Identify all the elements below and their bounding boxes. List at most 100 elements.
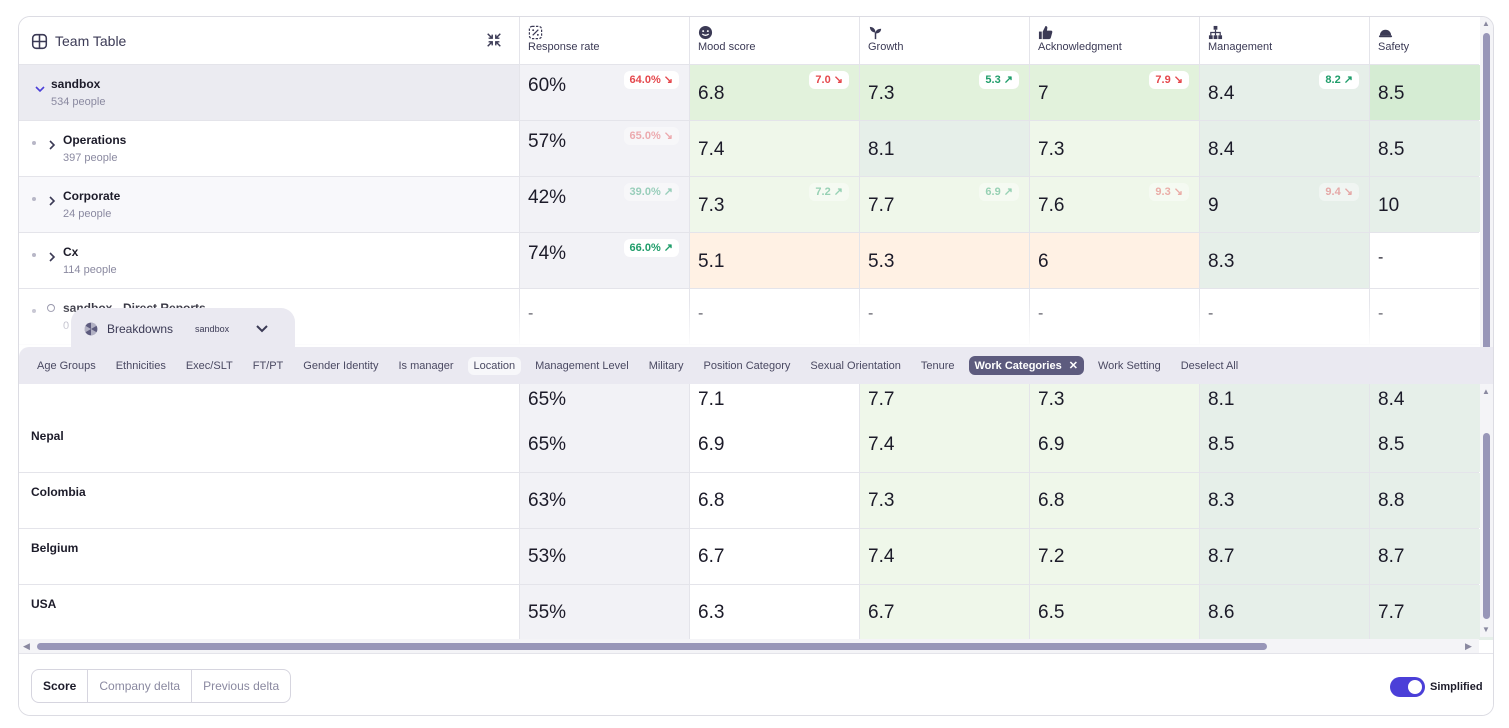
score-cell[interactable]: 7.3 — [1029, 121, 1199, 176]
score-cell[interactable]: 8.4 8.2 ↗ — [1199, 65, 1369, 120]
column-header-response-rate[interactable]: Response rate — [519, 17, 689, 65]
scroll-left-arrow-icon[interactable]: ◀ — [23, 641, 30, 651]
breakdown-chip-location[interactable]: Location — [467, 356, 522, 375]
score-cell[interactable]: 7.4 — [859, 529, 1029, 584]
score-cell[interactable]: 6.7 — [859, 585, 1029, 640]
score-cell[interactable]: 7 7.9 ↘ — [1029, 65, 1199, 120]
scroll-down-arrow-icon[interactable]: ▼ — [1482, 625, 1490, 634]
score-cell[interactable]: 8.1 — [859, 121, 1029, 176]
breakdown-chip-ethnicities[interactable]: Ethnicities — [110, 357, 172, 375]
column-header-acknowledgment[interactable]: Acknowledgment — [1029, 17, 1199, 65]
score-cell[interactable]: 8.5 — [1369, 121, 1493, 176]
chevron-right-icon[interactable] — [47, 249, 57, 262]
score-cell[interactable]: 57% 65.0% ↘ — [519, 121, 689, 176]
table-row[interactable]: Cx 114 people 74% 66.0% ↗ 5.1 5.3 6 8.3 - — [19, 233, 1493, 289]
score-cell[interactable]: 7.2 — [1029, 529, 1199, 584]
score-cell[interactable]: 65% — [519, 417, 689, 472]
breakdown-chip-military[interactable]: Military — [643, 357, 690, 375]
column-header-growth[interactable]: Growth — [859, 17, 1029, 65]
breakdown-chip-deselect-all[interactable]: Deselect All — [1175, 357, 1244, 375]
score-cell[interactable]: 6.8 7.0 ↘ — [689, 65, 859, 120]
score-cell[interactable]: 7.3 7.2 ↗ — [689, 177, 859, 232]
score-cell[interactable]: - — [689, 289, 859, 344]
column-header-mood-score[interactable]: Mood score — [689, 17, 859, 65]
score-cell[interactable]: 7.7 6.9 ↗ — [859, 177, 1029, 232]
score-cell[interactable]: 55% — [519, 585, 689, 640]
breakdown-chip-ft-pt[interactable]: FT/PT — [247, 357, 290, 375]
score-cell[interactable]: 8.4 — [1199, 121, 1369, 176]
view-mode-company-delta[interactable]: Company delta — [88, 670, 193, 702]
scroll-right-arrow-icon[interactable]: ▶ — [1465, 641, 1472, 651]
score-cell[interactable]: 8.3 — [1199, 233, 1369, 288]
score-cell[interactable]: 6.8 — [689, 473, 859, 528]
column-header-management[interactable]: Management — [1199, 17, 1369, 65]
score-cell[interactable]: 8.6 — [1199, 585, 1369, 640]
breakdown-chip-management-level[interactable]: Management Level — [529, 357, 635, 375]
breakdown-chip-tenure[interactable]: Tenure — [915, 357, 961, 375]
breakdowns-toggle[interactable]: Breakdowns sandbox — [71, 308, 295, 350]
table-row[interactable]: sandbox 534 people 60% 64.0% ↘ 6.8 7.0 ↘ 7.3 5.… — [19, 65, 1493, 121]
breakdown-chip-gender-identity[interactable]: Gender Identity — [297, 357, 384, 375]
score-cell[interactable]: 42% 39.0% ↗ — [519, 177, 689, 232]
score-cell[interactable]: 60% 64.0% ↘ — [519, 65, 689, 120]
score-cell[interactable]: 6.9 — [689, 417, 859, 472]
breakdown-chip-age-groups[interactable]: Age Groups — [31, 357, 102, 375]
score-cell[interactable]: 6.9 — [1029, 417, 1199, 472]
close-icon[interactable]: ✕ — [1068, 360, 1078, 372]
score-cell[interactable]: 8.3 — [1199, 473, 1369, 528]
chevron-down-icon[interactable] — [255, 322, 269, 336]
score-cell[interactable]: 8.5 — [1199, 417, 1369, 472]
score-cell[interactable]: 7.6 9.3 ↘ — [1029, 177, 1199, 232]
score-cell[interactable]: - — [1199, 289, 1369, 344]
score-cell[interactable]: 6.5 — [1029, 585, 1199, 640]
breakdown-chip-position-category[interactable]: Position Category — [698, 357, 797, 375]
score-cell[interactable]: 7.4 — [859, 417, 1029, 472]
score-cell[interactable]: - — [859, 289, 1029, 344]
score-cell[interactable]: 6 — [1029, 233, 1199, 288]
score-cell[interactable]: 8.7 — [1199, 529, 1369, 584]
score-cell[interactable]: 74% 66.0% ↗ — [519, 233, 689, 288]
vertical-scroll-thumb[interactable] — [1483, 33, 1490, 353]
chevron-right-icon[interactable] — [47, 137, 57, 150]
simplified-toggle[interactable] — [1390, 677, 1425, 697]
horizontal-scroll-thumb[interactable] — [37, 643, 1267, 650]
score-cell[interactable]: 8.5 — [1369, 65, 1493, 120]
breakdown-row[interactable]: Nepal 65% 6.9 7.4 6.9 8.5 8.5 — [19, 417, 1493, 473]
breakdown-row[interactable]: USA 55% 6.3 6.7 6.5 8.6 7.7 — [19, 585, 1493, 641]
score-cell[interactable]: 10 — [1369, 177, 1493, 232]
vertical-scrollbar[interactable]: ▲ ▲ ▼ — [1480, 17, 1493, 637]
score-cell[interactable]: 63% — [519, 473, 689, 528]
breakdown-chip-is-manager[interactable]: Is manager — [393, 357, 460, 375]
score-cell[interactable]: 7.3 — [859, 473, 1029, 528]
score-cell[interactable]: 53% — [519, 529, 689, 584]
view-mode-score[interactable]: Score — [32, 670, 89, 702]
table-row[interactable]: Corporate 24 people 42% 39.0% ↗ 7.3 7.2 ↗ 7.7 6… — [19, 177, 1493, 233]
scroll-up-arrow-icon[interactable]: ▲ — [1482, 387, 1490, 396]
score-cell[interactable]: 6.3 — [689, 585, 859, 640]
score-cell[interactable]: 5.1 — [689, 233, 859, 288]
score-cell[interactable]: - — [1369, 233, 1493, 288]
collapse-icon[interactable] — [485, 31, 503, 49]
score-cell[interactable]: 5.3 — [859, 233, 1029, 288]
score-cell[interactable]: 7.4 — [689, 121, 859, 176]
score-cell[interactable]: 8.5 — [1369, 417, 1493, 472]
view-mode-previous-delta[interactable]: Previous delta — [203, 679, 280, 693]
breakdown-chip-work-setting[interactable]: Work Setting — [1092, 357, 1167, 375]
horizontal-scrollbar[interactable]: ◀ ▶ — [19, 639, 1479, 653]
scroll-up-arrow-icon[interactable]: ▲ — [1482, 19, 1490, 28]
score-cell[interactable]: 7.7 — [1369, 585, 1493, 640]
chevron-down-icon[interactable] — [35, 81, 45, 93]
score-cell[interactable]: 8.8 — [1369, 473, 1493, 528]
chevron-right-icon[interactable] — [47, 193, 57, 206]
table-row[interactable]: Operations 397 people 57% 65.0% ↘ 7.4 8.1 7.3 8… — [19, 121, 1493, 177]
breakdown-row[interactable]: Belgium 53% 6.7 7.4 7.2 8.7 8.7 — [19, 529, 1493, 585]
score-cell[interactable]: - — [519, 289, 689, 344]
score-cell[interactable]: 6.8 — [1029, 473, 1199, 528]
score-cell[interactable]: - — [1029, 289, 1199, 344]
score-cell[interactable]: 8.7 — [1369, 529, 1493, 584]
breakdown-chip-exec-slt[interactable]: Exec/SLT — [180, 357, 239, 375]
score-cell[interactable]: 9 9.4 ↘ — [1199, 177, 1369, 232]
breakdown-row[interactable]: Colombia 63% 6.8 7.3 6.8 8.3 8.8 — [19, 473, 1493, 529]
score-cell[interactable]: - — [1369, 289, 1493, 344]
breakdown-chip-sexual-orientation[interactable]: Sexual Orientation — [804, 357, 907, 375]
